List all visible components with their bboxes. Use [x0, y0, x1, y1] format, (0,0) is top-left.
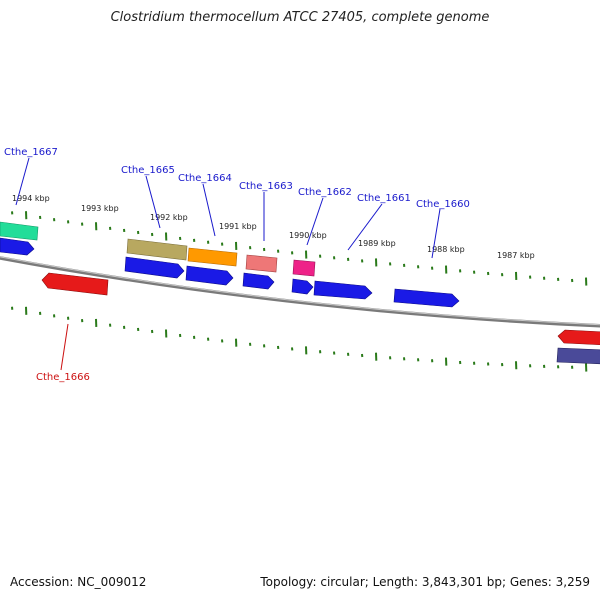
kbp-label: 1994 kbp: [12, 194, 50, 203]
leader-cthe-1667: [15, 157, 30, 206]
gene-label-cthe-1665[interactable]: Cthe_1665: [121, 165, 175, 176]
kbp-label: 1987 kbp: [497, 251, 535, 260]
kbp-label: 1988 kbp: [427, 245, 465, 254]
kbp-label: 1991 kbp: [219, 222, 257, 231]
leader-cthe-1662: [306, 197, 324, 246]
gene-forward-1[interactable]: [0, 237, 35, 256]
gene-forward-4[interactable]: [242, 272, 275, 290]
scale-ticks-bottom: [11, 306, 588, 372]
genome-backbone-highlight: [0, 256, 600, 326]
gene-forward-6[interactable]: [313, 280, 373, 300]
gene-labels: Cthe_1667 Cthe_1665 Cthe_1664 Cthe_1663 …: [4, 147, 470, 383]
gene-label-cthe-1663[interactable]: Cthe_1663: [239, 181, 293, 192]
leader-cthe-1661: [347, 203, 383, 251]
gene-forward-2[interactable]: [124, 256, 185, 279]
map-title: Clostridium thermocellum ATCC 27405, com…: [110, 10, 490, 25]
kbp-label: 1993 kbp: [81, 204, 119, 213]
gene-forward-5[interactable]: [291, 278, 314, 295]
genome-backbone: [0, 256, 600, 328]
gene-label-cthe-1664[interactable]: Cthe_1664: [178, 173, 232, 184]
kbp-labels: 1994 kbp 1993 kbp 1992 kbp 1991 kbp 1990…: [12, 194, 535, 260]
gene-forward-7[interactable]: [393, 288, 460, 308]
gene-reverse-red-right[interactable]: [557, 329, 600, 346]
gene-reverse-slate-right[interactable]: [556, 347, 600, 365]
gene-cthe-1663[interactable]: [245, 254, 278, 273]
leader-cthe-1666: [60, 323, 69, 371]
gene-label-cthe-1660[interactable]: Cthe_1660: [416, 199, 470, 210]
gene-label-cthe-1662[interactable]: Cthe_1662: [298, 187, 352, 198]
gene-label-cthe-1667[interactable]: Cthe_1667: [4, 147, 58, 158]
gene-cthe-1664[interactable]: [187, 247, 238, 267]
gene-cthe-1665[interactable]: [126, 238, 188, 261]
leader-cthe-1664: [202, 183, 216, 237]
kbp-label: 1989 kbp: [358, 239, 396, 248]
gene-features: [0, 221, 600, 365]
genome-stats-text: Topology: circular; Length: 3,843,301 bp…: [260, 575, 590, 589]
gene-leader-lines: [15, 157, 441, 371]
accession-text: Accession: NC_009012: [10, 575, 147, 589]
gene-cthe-1662[interactable]: [292, 259, 316, 277]
leader-cthe-1660: [431, 208, 441, 259]
kbp-label: 1990 kbp: [289, 231, 327, 240]
scale-ticks-top: [11, 211, 588, 286]
gene-cthe-1667[interactable]: [0, 221, 39, 241]
kbp-label: 1992 kbp: [150, 213, 188, 222]
gene-label-cthe-1661[interactable]: Cthe_1661: [357, 193, 411, 204]
gene-cthe-1666[interactable]: [41, 272, 109, 296]
gene-label-cthe-1666[interactable]: Cthe_1666: [36, 372, 90, 383]
leader-cthe-1665: [145, 175, 161, 229]
gene-forward-3[interactable]: [185, 265, 234, 286]
